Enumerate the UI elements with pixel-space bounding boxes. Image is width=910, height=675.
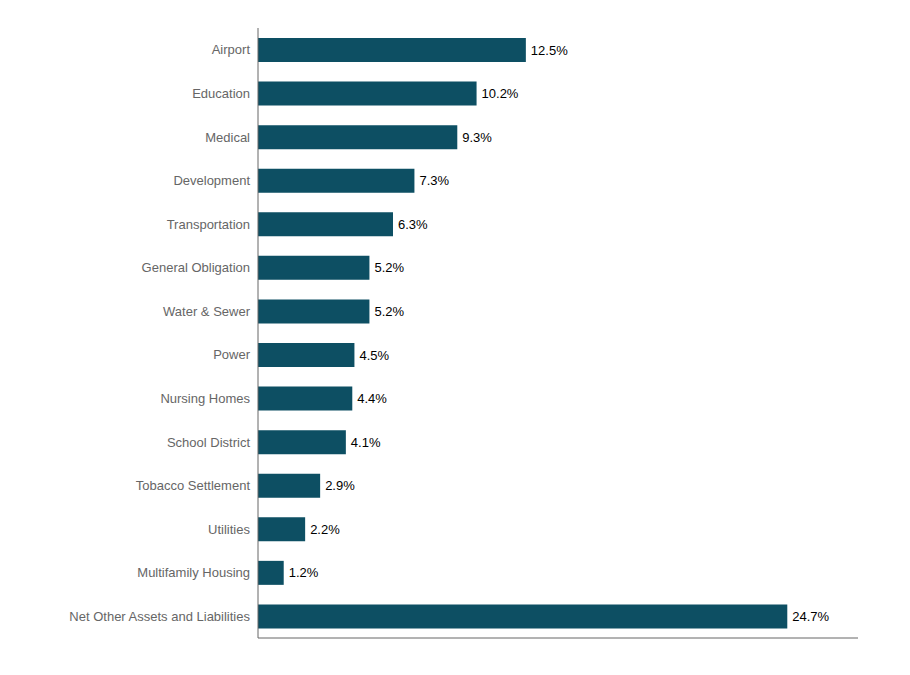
svg-text:Medical: Medical (205, 130, 250, 145)
svg-text:7.3%: 7.3% (419, 173, 449, 188)
svg-text:Nursing Homes: Nursing Homes (160, 391, 250, 406)
svg-text:Power: Power (213, 347, 251, 362)
svg-text:School District: School District (167, 435, 250, 450)
svg-text:General Obligation: General Obligation (142, 260, 250, 275)
svg-text:5.2%: 5.2% (374, 304, 404, 319)
svg-text:Multifamily Housing: Multifamily Housing (137, 565, 250, 580)
svg-text:Education: Education (192, 86, 250, 101)
svg-text:12.5%: 12.5% (531, 43, 568, 58)
svg-text:5.2%: 5.2% (374, 260, 404, 275)
svg-text:2.2%: 2.2% (310, 522, 340, 537)
svg-text:4.5%: 4.5% (359, 348, 389, 363)
svg-text:Airport: Airport (212, 42, 251, 57)
svg-text:4.4%: 4.4% (357, 391, 387, 406)
svg-text:2.9%: 2.9% (325, 478, 355, 493)
svg-text:4.1%: 4.1% (351, 435, 381, 450)
svg-text:1.2%: 1.2% (289, 565, 319, 580)
svg-text:Transportation: Transportation (167, 217, 250, 232)
svg-text:10.2%: 10.2% (482, 86, 519, 101)
svg-text:9.3%: 9.3% (462, 130, 492, 145)
svg-text:Net Other Assets and Liabiliti: Net Other Assets and Liabilities (69, 609, 250, 624)
svg-text:6.3%: 6.3% (398, 217, 428, 232)
svg-text:Water & Sewer: Water & Sewer (163, 304, 251, 319)
svg-text:Utilities: Utilities (208, 522, 250, 537)
svg-text:Development: Development (173, 173, 250, 188)
svg-text:Tobacco Settlement: Tobacco Settlement (136, 478, 251, 493)
svg-text:24.7%: 24.7% (792, 609, 829, 624)
